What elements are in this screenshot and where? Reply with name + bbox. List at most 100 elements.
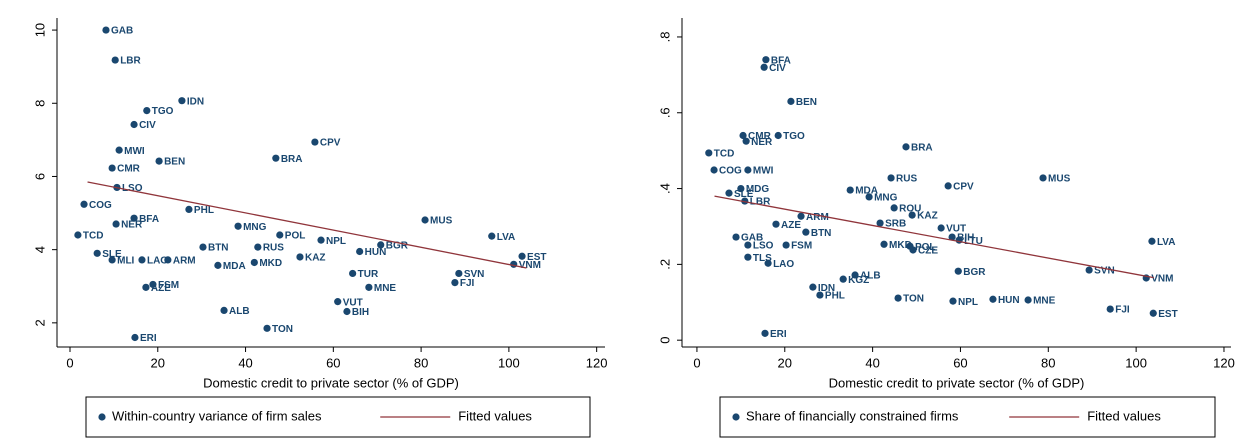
point-label: BTN: [208, 243, 229, 254]
point: [782, 241, 790, 249]
point: [725, 189, 733, 197]
point: [138, 256, 146, 264]
point-label: KAZ: [305, 253, 326, 264]
point-label: MLI: [117, 256, 134, 267]
point: [108, 256, 116, 264]
point-label: BEN: [164, 157, 185, 168]
legend-label: Fitted values: [458, 408, 532, 423]
legend-box: [85, 396, 591, 438]
point-label: TLS: [753, 253, 772, 264]
point-label: LVA: [1157, 237, 1176, 248]
point: [1148, 237, 1156, 245]
point-label: FSM: [158, 280, 179, 291]
point: [356, 247, 364, 256]
point-label: BFA: [139, 214, 159, 225]
point: [816, 291, 824, 299]
fit-line: [714, 195, 1154, 279]
point-label: LAO: [147, 256, 168, 267]
point-label: AZE: [781, 220, 801, 231]
point-label: BTN: [811, 228, 832, 239]
x-tick-label: 120: [1213, 355, 1235, 370]
point: [732, 233, 740, 241]
point: [774, 131, 782, 140]
point-label: CPV: [953, 182, 974, 193]
point: [276, 231, 284, 239]
point-label: ERI: [140, 333, 157, 344]
point: [80, 200, 88, 208]
point: [954, 267, 962, 275]
fit-line: [87, 181, 527, 269]
legend-label: Fitted values: [1087, 408, 1161, 423]
point-label: RUS: [263, 243, 284, 254]
point-label: MUS: [1048, 174, 1071, 185]
point: [762, 56, 770, 64]
point-label: VNM: [1151, 274, 1173, 285]
point-label: LAO: [773, 259, 794, 270]
point: [737, 184, 745, 193]
point: [108, 164, 116, 172]
point: [317, 236, 325, 244]
point: [254, 243, 262, 251]
point: [93, 249, 101, 257]
point: [944, 182, 952, 190]
point: [1024, 296, 1032, 304]
legend-swatch: [98, 413, 106, 421]
point: [741, 197, 749, 205]
point: [311, 138, 319, 146]
point: [839, 275, 847, 283]
point-label: MKD: [889, 240, 912, 251]
y-tick-label: 6: [32, 173, 47, 180]
legend-label: Within-country variance of firm sales: [112, 408, 322, 423]
point-label: NPL: [326, 236, 346, 247]
point: [272, 154, 280, 162]
point-label: TGO: [783, 131, 805, 142]
point: [451, 278, 459, 287]
x-tick-label: 40: [865, 355, 879, 370]
x-tick-label: 60: [953, 355, 967, 370]
point-label: EST: [1158, 309, 1177, 320]
x-tick-label: 60: [326, 355, 340, 370]
point-label: ARM: [173, 256, 196, 267]
point: [787, 97, 795, 105]
y-tick-label: .8: [657, 32, 672, 43]
point: [149, 280, 157, 289]
x-tick-label: 20: [778, 355, 792, 370]
point-label: NER: [751, 137, 773, 148]
point: [880, 240, 888, 248]
point-label: PHL: [194, 205, 214, 216]
point-label: BEN: [796, 97, 817, 108]
point-label: MNG: [243, 222, 267, 233]
point: [894, 294, 902, 302]
x-tick-label: 40: [238, 355, 252, 370]
point: [802, 228, 810, 236]
y-tick-label: .6: [657, 107, 672, 118]
point: [744, 166, 752, 174]
point-label: BGR: [963, 267, 986, 278]
point-label: VNM: [519, 260, 541, 271]
point: [111, 56, 119, 64]
point-label: COG: [89, 200, 112, 211]
point: [809, 283, 817, 291]
point-label: VUT: [343, 297, 363, 308]
point-label: NPL: [958, 297, 978, 308]
point: [365, 283, 373, 291]
point-label: HUN: [365, 247, 387, 258]
point-label: LBR: [120, 56, 141, 67]
point: [890, 204, 898, 212]
point-label: MNE: [374, 283, 397, 294]
point: [214, 261, 222, 269]
y-tick-label: 4: [32, 246, 47, 253]
x-tick-label: 20: [151, 355, 165, 370]
point-label: MDA: [855, 186, 878, 197]
legend-label: Share of financially constrained firms: [746, 408, 959, 423]
point: [846, 186, 854, 194]
point-label: LSO: [122, 183, 143, 194]
point: [1106, 305, 1114, 313]
point-label: BIH: [957, 233, 974, 244]
point: [377, 241, 385, 249]
point-label: TGO: [152, 106, 174, 117]
point-label: LBR: [750, 197, 771, 208]
point-label: ERI: [770, 329, 787, 340]
point-label: MKD: [259, 258, 282, 269]
